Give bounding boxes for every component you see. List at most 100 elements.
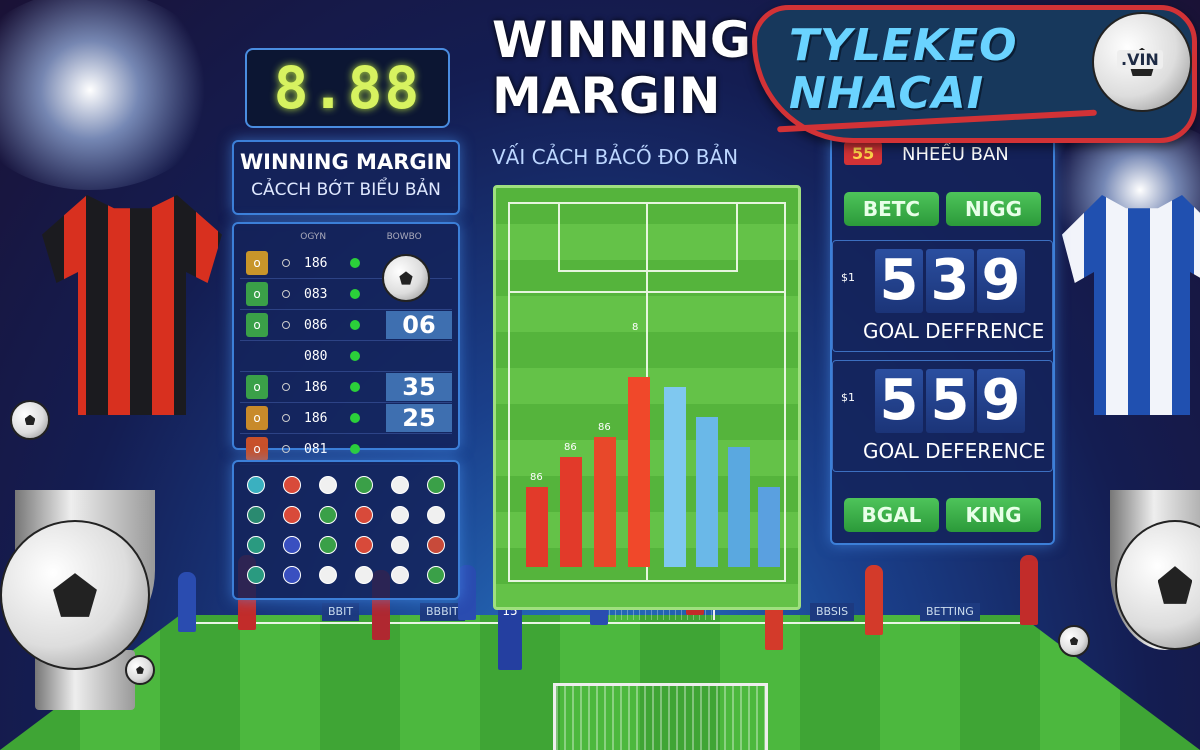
logo-line2: NHACAI bbox=[789, 68, 985, 119]
row-value: 083 bbox=[304, 286, 328, 302]
main-title-line1: WINNING bbox=[492, 11, 751, 69]
digit: 5 bbox=[875, 369, 923, 433]
logo-domain: .VIN bbox=[1117, 50, 1163, 69]
player bbox=[1020, 555, 1038, 625]
row-value: 186 bbox=[304, 255, 328, 271]
score-label: $1 bbox=[841, 391, 855, 404]
goal-difference-caption: GOAL DEFERENCE bbox=[863, 439, 1046, 463]
dot-icon bbox=[282, 445, 290, 453]
score-label: $1 bbox=[841, 271, 855, 284]
status-dot-icon bbox=[350, 351, 360, 361]
status-dot-icon bbox=[350, 413, 360, 423]
number-ball-icon bbox=[247, 566, 265, 584]
dot-icon bbox=[282, 290, 290, 298]
number-ball-icon bbox=[355, 476, 373, 494]
right-header: NHEẾU BAN bbox=[902, 144, 1009, 165]
number-ball-icon bbox=[247, 506, 265, 524]
number-ball-icon bbox=[391, 566, 409, 584]
bgal-button[interactable]: BGAL bbox=[844, 498, 939, 532]
scoreboard-clock: 8.88 bbox=[245, 48, 450, 128]
digit: 9 bbox=[977, 369, 1025, 433]
team-badge-icon: o bbox=[246, 375, 268, 399]
digit: 5 bbox=[875, 249, 923, 313]
left-panel-title: WINNING MARGIN bbox=[239, 150, 452, 174]
left-panel-header: WINNING MARGIN CẢCCH BỚT BIỂU BẢN bbox=[232, 140, 460, 215]
soccer-ball-icon bbox=[125, 655, 155, 685]
betc-button[interactable]: BETC bbox=[844, 192, 939, 226]
pitch bbox=[0, 615, 1200, 750]
player bbox=[458, 565, 476, 620]
table-header: BOWBO bbox=[386, 232, 422, 242]
row-value: 186 bbox=[304, 379, 328, 395]
goal bbox=[553, 683, 768, 750]
king-button[interactable]: KING bbox=[946, 498, 1041, 532]
ad-banner: BBIT bbox=[322, 603, 360, 621]
number-ball-icon bbox=[283, 536, 301, 554]
blue-white-jersey bbox=[1062, 195, 1200, 415]
table-header: OGYN bbox=[300, 232, 327, 242]
stadium-light bbox=[0, 0, 220, 190]
bar bbox=[728, 447, 750, 567]
bar bbox=[758, 487, 780, 567]
number-ball-icon bbox=[391, 476, 409, 494]
dot-icon bbox=[282, 383, 290, 391]
bar-label: 86 bbox=[564, 442, 577, 453]
bar bbox=[664, 387, 686, 567]
bar bbox=[628, 377, 650, 567]
row-value: 186 bbox=[304, 410, 328, 426]
bar-label: 8 bbox=[632, 322, 639, 333]
status-dot-icon bbox=[350, 320, 360, 330]
dot-icon bbox=[282, 321, 290, 329]
bar bbox=[594, 437, 616, 567]
player bbox=[865, 565, 883, 635]
penalty-box bbox=[558, 202, 738, 272]
team-badge-icon: o bbox=[246, 282, 268, 306]
number-ball-icon bbox=[427, 506, 445, 524]
number-ball-icon bbox=[247, 476, 265, 494]
table-row: o 186 25 bbox=[240, 403, 452, 434]
row-big-value: 25 bbox=[386, 404, 452, 432]
ad-banner: BETTING bbox=[920, 603, 980, 621]
red-black-jersey bbox=[42, 195, 222, 415]
badge: 55 bbox=[844, 142, 883, 165]
status-dot-icon bbox=[350, 382, 360, 392]
number-ball-icon bbox=[391, 536, 409, 554]
table-row: o 086 06 bbox=[240, 310, 452, 341]
digit: 9 bbox=[977, 249, 1025, 313]
number-ball-icon bbox=[355, 566, 373, 584]
row-value: 080 bbox=[304, 348, 328, 364]
dot-icon bbox=[282, 259, 290, 267]
goal-difference-caption: GOAL DEFFRENCE bbox=[863, 319, 1045, 343]
status-dot-icon bbox=[350, 258, 360, 268]
table-row: o 186 35 bbox=[240, 372, 452, 403]
logo-line1: TYLEKEO bbox=[789, 20, 1018, 71]
player bbox=[178, 572, 196, 632]
number-ball-icon bbox=[355, 506, 373, 524]
number-ball-icon bbox=[427, 536, 445, 554]
bar-label: 86 bbox=[598, 422, 611, 433]
stats-table: OGYN BOWBO o 186 o 083 o 086 06 080 o 186 35 o 186 25 o… bbox=[232, 222, 460, 465]
digit: 3 bbox=[926, 249, 974, 313]
number-ball-icon bbox=[283, 476, 301, 494]
number-ball-icon bbox=[355, 536, 373, 554]
number-ball-icon bbox=[283, 506, 301, 524]
bar bbox=[560, 457, 582, 567]
team-badge-icon: o bbox=[246, 251, 268, 275]
ad-banner: BBBIT bbox=[420, 603, 465, 621]
row-value: 086 bbox=[304, 317, 328, 333]
soccer-ball-icon bbox=[1058, 625, 1090, 657]
main-title-line2: MARGIN bbox=[492, 67, 721, 125]
bar-label: 86 bbox=[530, 472, 543, 483]
number-ball-icon bbox=[319, 536, 337, 554]
number-ball-icon bbox=[427, 476, 445, 494]
row-value: 081 bbox=[304, 441, 328, 457]
number-ball-icon bbox=[319, 476, 337, 494]
nigg-button[interactable]: NIGG bbox=[946, 192, 1041, 226]
number-ball-icon bbox=[283, 566, 301, 584]
left-panel-subtitle: CẢCCH BỚT BIỂU BẢN bbox=[251, 180, 441, 200]
ball-grid bbox=[232, 460, 460, 600]
row-big-value: 06 bbox=[386, 311, 452, 339]
logo: TYLEKEO NHACAI .VIN bbox=[752, 5, 1197, 143]
